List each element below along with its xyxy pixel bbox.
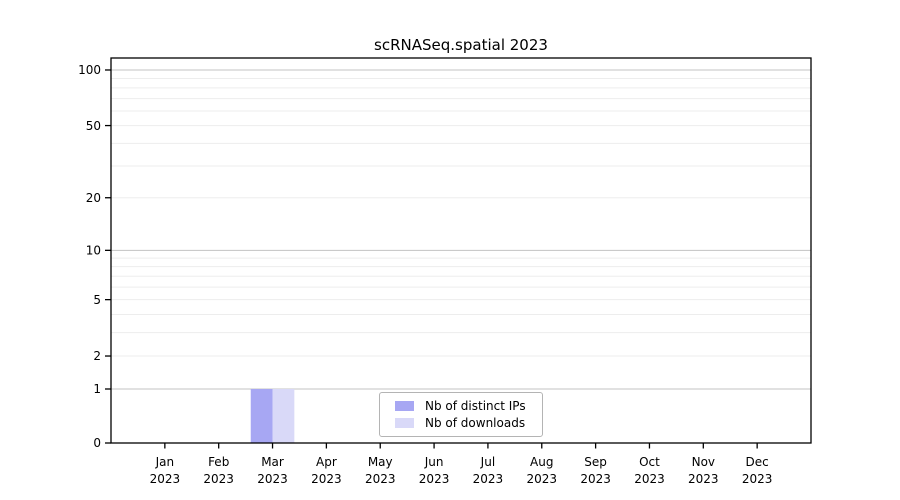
x-tick-label-year: 2023 [311, 472, 342, 486]
y-tick-label: 20 [86, 191, 101, 205]
x-tick-label-month: Jan [155, 455, 175, 469]
x-tick-label-month: Jun [424, 455, 444, 469]
x-tick-label-month: May [368, 455, 393, 469]
x-tick-label-year: 2023 [203, 472, 234, 486]
major-gridlines [111, 69, 811, 390]
y-tick-label: 1 [93, 382, 101, 396]
x-tick-label-month: Apr [316, 455, 337, 469]
bar-nb-of-distinct-ips-mar [250, 388, 273, 443]
x-tick-label-year: 2023 [257, 472, 288, 486]
x-tick-label-year: 2023 [419, 472, 450, 486]
x-tick-label-month: Sep [584, 455, 607, 469]
minor-gridlines [111, 77, 811, 357]
x-tick-label-month: Jul [480, 455, 495, 469]
y-tick-label: 0 [93, 436, 101, 450]
x-tick-label-month: Dec [746, 455, 769, 469]
x-tick-label-month: Mar [261, 455, 284, 469]
x-tick-label-year: 2023 [473, 472, 504, 486]
y-tick-label: 2 [93, 349, 101, 363]
legend-item-downloads: Nb of downloads [395, 416, 538, 430]
x-tick-label-year: 2023 [365, 472, 396, 486]
legend-swatch-downloads [395, 418, 414, 429]
legend-item-distinct-ips: Nb of distinct IPs [395, 399, 538, 413]
y-tick-label: 5 [93, 293, 101, 307]
chart-title: scRNASeq.spatial 2023 [374, 36, 548, 54]
x-tick-label-year: 2023 [580, 472, 611, 486]
y-axis: 0 1 2 5 10 20 50 100 [78, 63, 111, 450]
x-tick-label-year: 2023 [688, 472, 719, 486]
y-tick-label: 50 [86, 119, 101, 133]
legend-label-distinct-ips: Nb of distinct IPs [425, 398, 526, 413]
x-axis: Jan 2023 Feb 2023 Mar 2023 Apr 2023 May 2023 Jun 20… [150, 443, 773, 486]
x-tick-label-year: 2023 [634, 472, 665, 486]
y-tick-label: 100 [78, 63, 101, 77]
y-tick-label: 10 [86, 244, 101, 258]
bar-nb-of-downloads-mar [272, 388, 295, 443]
legend: Nb of distinct IPs Nb of downloads [379, 392, 543, 437]
legend-label-downloads: Nb of downloads [425, 416, 526, 431]
legend-swatch-distinct-ips [395, 400, 414, 411]
bars [250, 388, 295, 443]
x-tick-label-year: 2023 [526, 472, 557, 486]
x-tick-label-year: 2023 [150, 472, 181, 486]
x-tick-label-month: Oct [639, 455, 660, 469]
x-tick-label-month: Nov [692, 455, 715, 469]
x-tick-label-year: 2023 [742, 472, 773, 486]
x-tick-label-month: Feb [208, 455, 229, 469]
x-tick-label-month: Aug [530, 455, 553, 469]
